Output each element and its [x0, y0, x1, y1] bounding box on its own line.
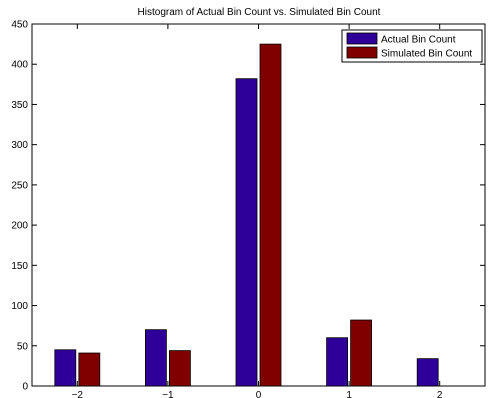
y-tick-label: 150 [11, 261, 28, 272]
bar-actual-4 [416, 358, 439, 387]
chart-title: Histogram of Actual Bin Count vs. Simula… [138, 7, 381, 18]
x-tick-label: 0 [256, 390, 262, 398]
legend-swatch-actual [346, 32, 378, 45]
bar-simulated-3 [350, 319, 373, 387]
legend: Actual Bin Count Simulated Bin Count [341, 29, 483, 63]
x-tick-label: 1 [346, 390, 352, 398]
bar-simulated-2 [259, 43, 282, 387]
bar-actual-1 [144, 329, 167, 387]
legend-swatch-simulated [346, 46, 378, 59]
legend-label-actual: Actual Bin Count [381, 35, 456, 46]
bar-simulated-1 [168, 350, 191, 387]
y-tick-label: 400 [11, 60, 28, 71]
y-tick-label: 0 [22, 382, 28, 393]
y-tick-label: 450 [11, 20, 28, 31]
y-axis: 0 50 100 150 200 250 300 350 400 450 [11, 20, 485, 393]
plot-area [31, 23, 486, 387]
legend-label-simulated: Simulated Bin Count [381, 49, 472, 60]
bar-simulated-0 [78, 352, 101, 387]
x-tick-label: −1 [162, 390, 174, 398]
bars-group [54, 43, 463, 387]
y-tick-label: 300 [11, 140, 28, 151]
bar-actual-2 [235, 78, 258, 387]
y-tick-label: 250 [11, 180, 28, 191]
x-axis: −2 −1 0 1 2 [72, 24, 443, 398]
y-tick-label: 100 [11, 301, 28, 312]
x-tick-label: −2 [72, 390, 84, 398]
bar-actual-3 [326, 337, 349, 387]
bar-actual-0 [54, 349, 77, 387]
x-tick-label: 2 [437, 390, 443, 398]
y-tick-label: 200 [11, 221, 28, 232]
y-tick-label: 350 [11, 100, 28, 111]
y-tick-label: 50 [17, 341, 29, 352]
